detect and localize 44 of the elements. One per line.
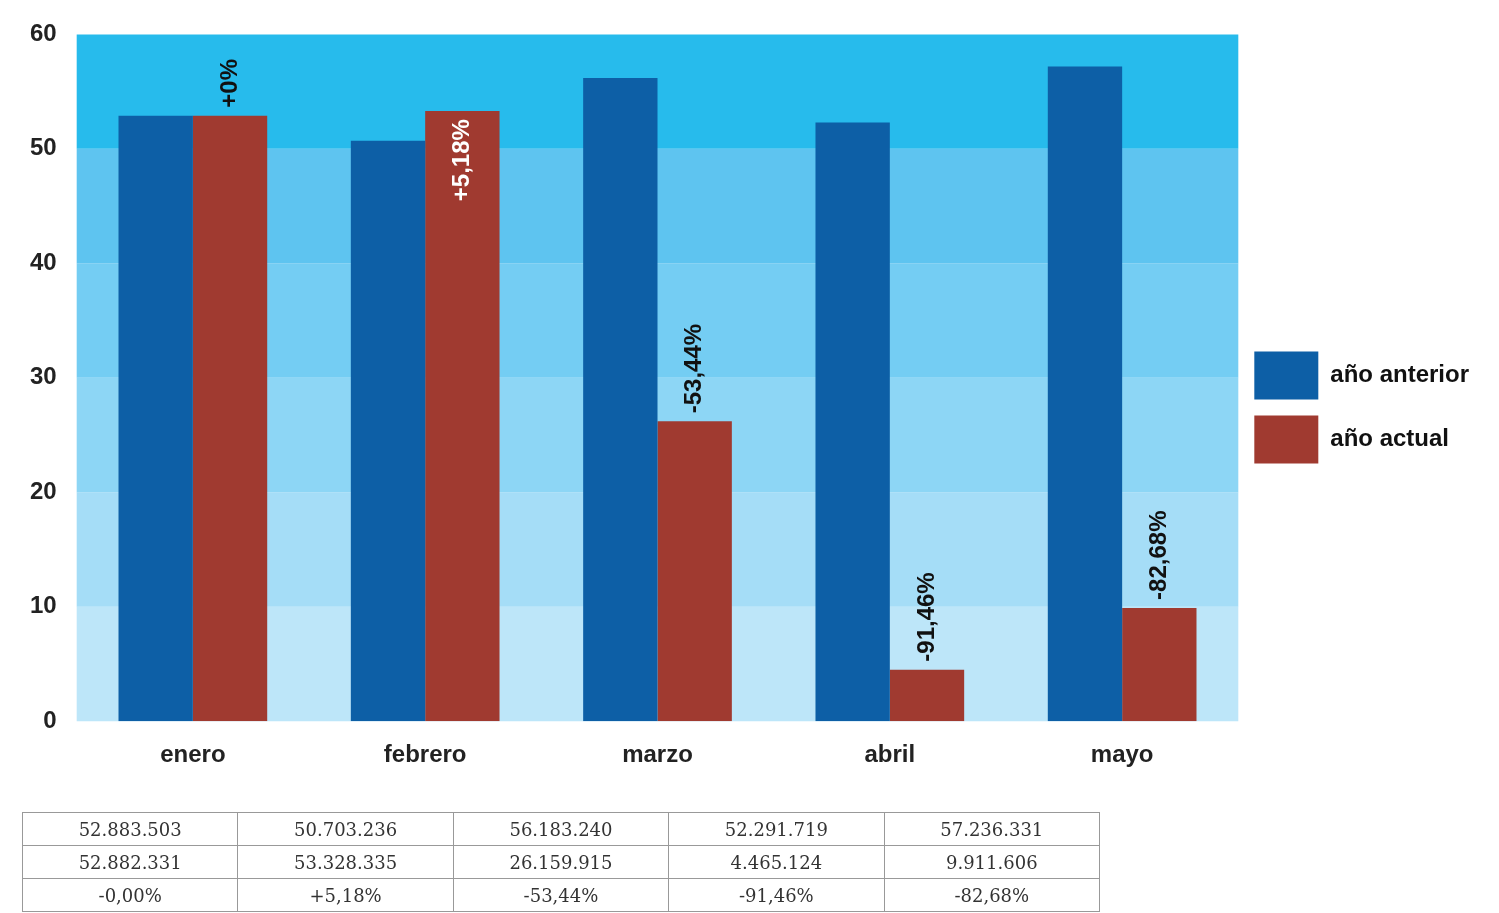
annotation: +5,18% bbox=[446, 119, 474, 202]
text: -0,00% bbox=[22, 878, 238, 912]
text: 52.883.503 bbox=[22, 812, 238, 846]
text: 26.159.915 bbox=[453, 845, 669, 879]
text: -91,46% bbox=[668, 878, 885, 912]
text: 56.183.240 bbox=[453, 812, 669, 846]
x-tick-label: enero bbox=[160, 740, 226, 768]
text: -53,44% bbox=[453, 878, 669, 912]
text: -82,68% bbox=[884, 878, 1100, 912]
x-tick-label: febrero bbox=[383, 740, 467, 768]
text: 53.328.335 bbox=[237, 845, 454, 879]
y-tick-label: 0 bbox=[43, 705, 57, 733]
text: 9.911.606 bbox=[884, 845, 1100, 879]
bar bbox=[192, 115, 268, 722]
legend-label: año anterior bbox=[1330, 360, 1470, 388]
text: 50.703.236 bbox=[237, 812, 454, 846]
annotation: +0% bbox=[214, 58, 242, 108]
bar bbox=[583, 77, 658, 722]
x-tick-label: mayo bbox=[1090, 740, 1154, 768]
bar bbox=[1047, 66, 1123, 722]
text: 52.882.331 bbox=[22, 845, 238, 879]
legend-label: año actual bbox=[1330, 424, 1450, 452]
text: +5,18% bbox=[237, 878, 454, 912]
bar bbox=[118, 115, 193, 722]
text: 57.236.331 bbox=[884, 812, 1100, 846]
x-tick-label: abril bbox=[864, 740, 916, 768]
text: 4.465.124 bbox=[668, 845, 885, 879]
y-tick-label: 40 bbox=[29, 247, 57, 275]
y-tick-label: 60 bbox=[29, 19, 57, 47]
bar bbox=[657, 421, 732, 722]
y-tick-label: 10 bbox=[29, 591, 57, 619]
y-tick-label: 20 bbox=[29, 476, 57, 504]
y-tick-label: 30 bbox=[29, 362, 57, 390]
bar bbox=[1122, 607, 1197, 722]
annotation: -82,68% bbox=[1143, 510, 1171, 600]
text: 52.291.719 bbox=[668, 812, 885, 846]
bar bbox=[889, 669, 965, 722]
annotation: -53,44% bbox=[679, 323, 707, 414]
annotation: -91,46% bbox=[911, 572, 939, 662]
bar bbox=[425, 111, 500, 722]
x-tick-label: marzo bbox=[622, 740, 693, 768]
bar bbox=[815, 122, 890, 722]
y-tick-label: 50 bbox=[29, 133, 57, 161]
bar bbox=[350, 140, 426, 722]
